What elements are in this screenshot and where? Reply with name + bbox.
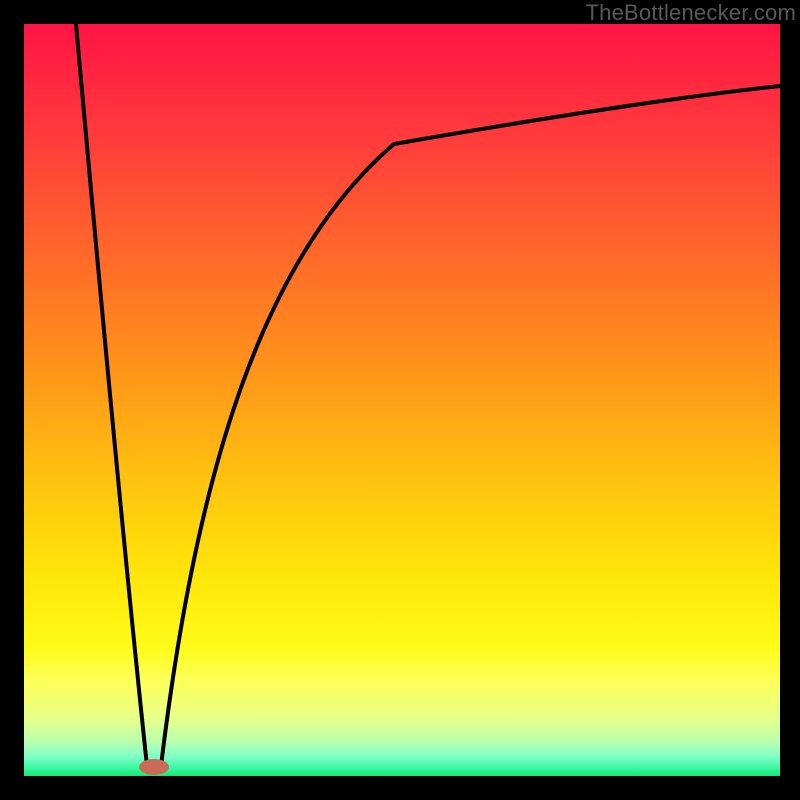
watermark-label: TheBottlenecker.com [586, 0, 796, 26]
optimum-marker [139, 759, 169, 775]
plot-area [24, 24, 780, 776]
bottleneck-curve [24, 24, 780, 776]
